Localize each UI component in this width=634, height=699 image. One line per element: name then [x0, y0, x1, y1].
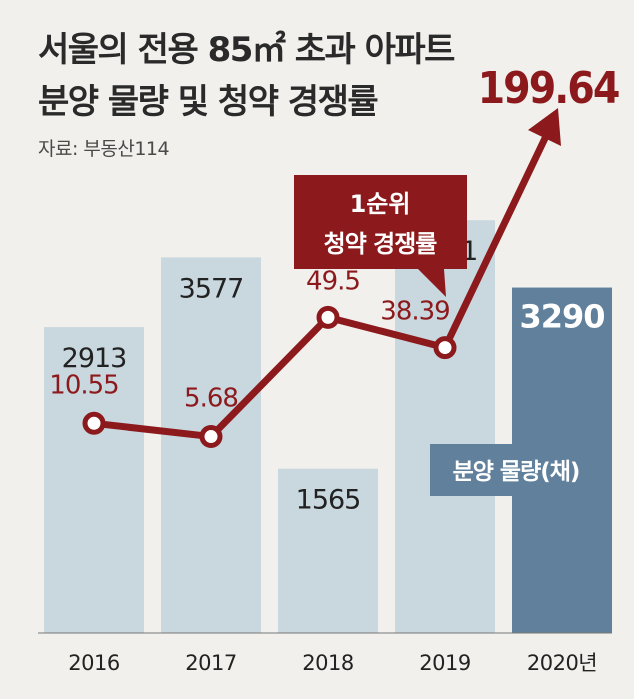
bar-2016 [44, 327, 144, 633]
line-point-2019 [433, 336, 457, 360]
line-value-label: 10.55 [49, 370, 118, 400]
line-series-name-line2: 청약 경쟁률 [324, 230, 438, 258]
x-tick-label: 2017 [185, 651, 236, 675]
line-series-name-line1: 1순위 [350, 190, 411, 218]
line-value-label: 49.5 [306, 266, 360, 296]
line-point-2018 [316, 305, 340, 329]
line-point-2017 [199, 425, 223, 449]
bar-2018 [278, 468, 378, 633]
x-tick-label: 2018 [302, 651, 353, 675]
x-tick-label: 2020년 [527, 651, 597, 675]
line-value-label: 38.39 [380, 297, 449, 327]
x-tick-label: 2019 [419, 651, 470, 675]
bar-value-label: 2913 [62, 343, 127, 374]
x-tick-label: 2016 [68, 651, 120, 675]
bar-series-name: 분양 물량(채) [453, 459, 580, 485]
bar-value-label: 1565 [296, 485, 361, 516]
line-value-label: 5.68 [184, 384, 238, 414]
bar-value-label: 3290 [519, 298, 604, 336]
bar-value-label: 3577 [179, 273, 244, 304]
chart-title-line1: 서울의 전용 85㎡ 초과 아파트 [38, 30, 455, 70]
chart-source: 자료: 부동산114 [38, 138, 170, 160]
chart-title-line2: 분양 물량 및 청약 경쟁률 [38, 82, 379, 122]
line-point-2016 [82, 411, 106, 435]
bar-series-callout: 분양 물량(채) [430, 444, 602, 520]
line-value-label-final: 199.64 [478, 63, 619, 114]
line-arrowhead [528, 108, 561, 146]
line-series-callout: 1순위 청약 경쟁률 [294, 175, 467, 297]
